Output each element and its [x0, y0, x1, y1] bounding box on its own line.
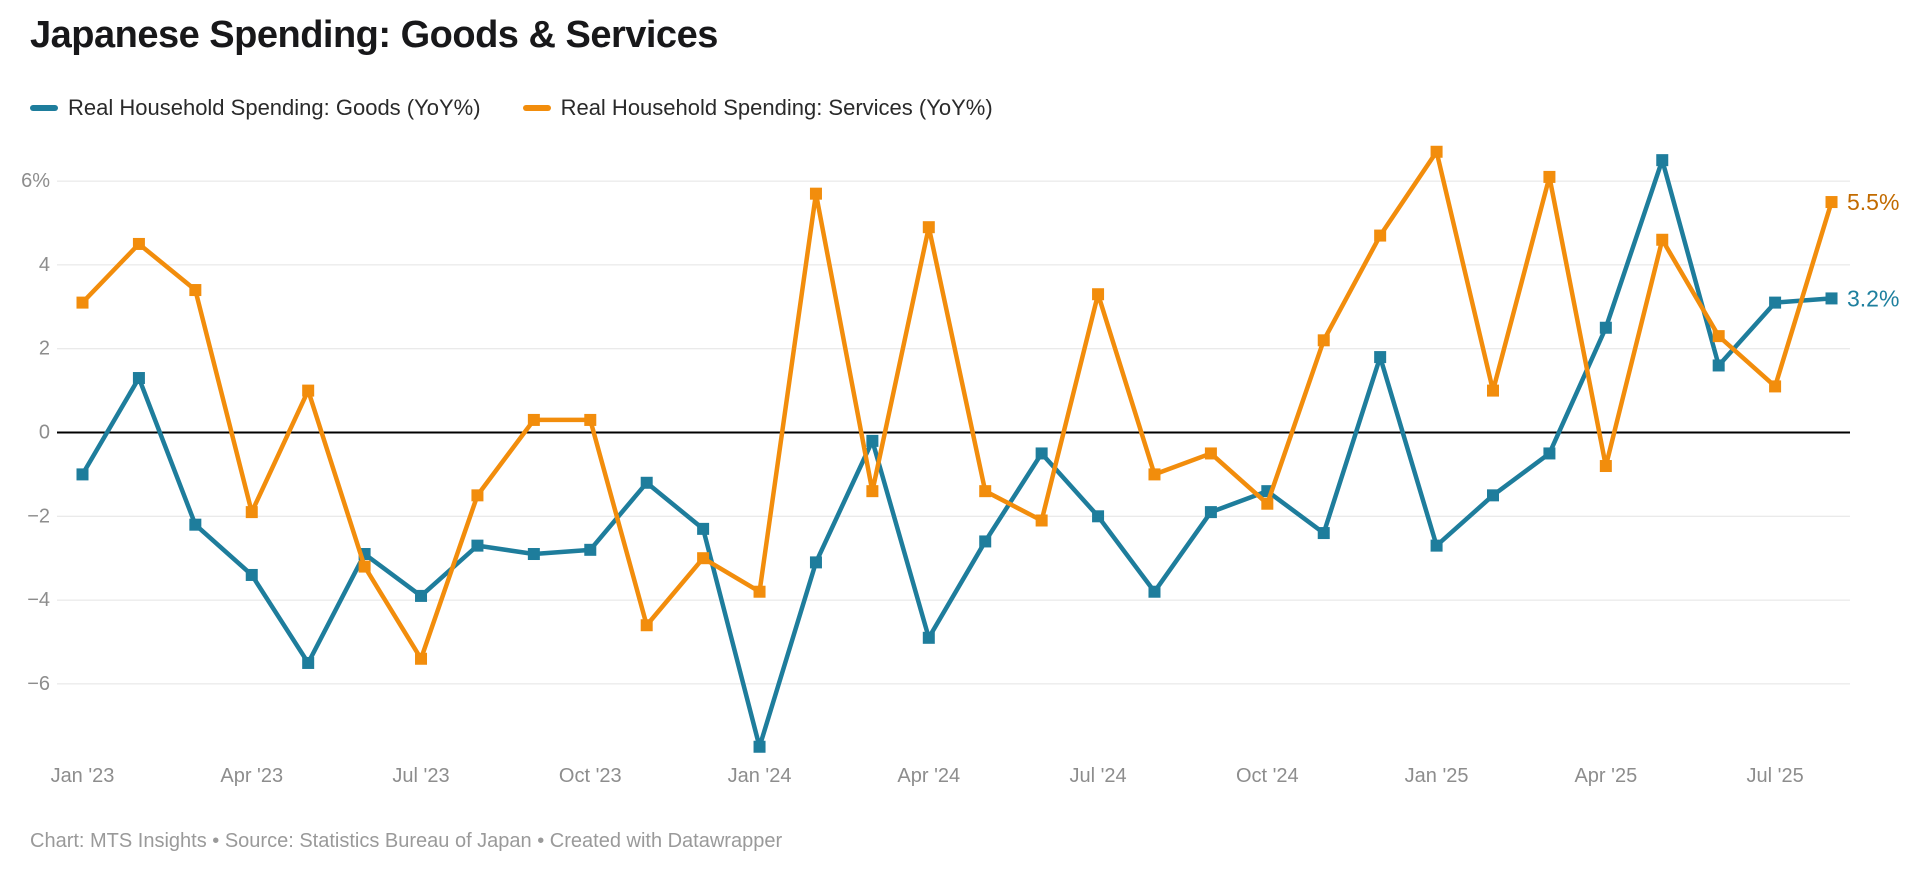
services-data-point-marker[interactable] — [76, 296, 89, 309]
services-data-point-marker[interactable] — [302, 384, 315, 397]
x-axis-tick-label: Jan '23 — [51, 765, 115, 787]
services-data-point-marker[interactable] — [527, 413, 540, 426]
services-data-point-marker[interactable] — [584, 413, 597, 426]
goods-series-line — [80, 157, 1834, 749]
chart-footer: Chart: MTS Insights • Source: Statistics… — [30, 830, 783, 852]
goods-data-point-marker[interactable] — [1035, 447, 1048, 460]
goods-data-point-marker[interactable] — [979, 535, 992, 548]
services-data-point-marker[interactable] — [1599, 460, 1612, 473]
goods-data-point-marker[interactable] — [1092, 510, 1105, 523]
goods-data-point-marker[interactable] — [1487, 489, 1499, 502]
services-data-point-marker[interactable] — [809, 187, 822, 200]
y-axis-tick-label: 4 — [39, 254, 50, 276]
goods-data-point-marker[interactable] — [1374, 351, 1387, 364]
goods-data-point-marker[interactable] — [1712, 359, 1725, 372]
goods-end-value-label: 3.2% — [1847, 285, 1899, 311]
x-axis-tick-label: Apr '23 — [220, 765, 283, 787]
goods-data-point-marker[interactable] — [1430, 539, 1443, 552]
services-data-point-marker[interactable] — [1769, 380, 1782, 393]
services-data-point-marker[interactable] — [1261, 497, 1274, 510]
x-axis-tick-label: Oct '24 — [1236, 765, 1299, 787]
y-axis-tick-label: −2 — [27, 505, 50, 527]
goods-data-point-marker[interactable] — [1599, 321, 1612, 334]
x-axis-tick-label: Jan '25 — [1405, 765, 1469, 787]
goods-data-point-marker[interactable] — [866, 434, 879, 447]
services-data-point-marker[interactable] — [1543, 170, 1556, 183]
services-data-point-marker[interactable] — [979, 485, 992, 498]
chart-title: Japanese Spending: Goods & Services — [30, 14, 718, 56]
goods-data-point-marker[interactable] — [809, 556, 822, 569]
services-data-point-marker[interactable] — [1374, 229, 1387, 242]
legend-item-services: Real Household Spending: Services (YoY%) — [522, 95, 993, 121]
goods-data-point-marker[interactable] — [1656, 154, 1669, 167]
services-data-point-marker[interactable] — [866, 485, 879, 498]
goods-data-point-marker[interactable] — [922, 631, 935, 644]
services-data-point-marker[interactable] — [1148, 468, 1161, 481]
goods-data-point-marker[interactable] — [1317, 527, 1330, 540]
y-axis-tick-label: 2 — [39, 338, 50, 360]
services-data-point-marker[interactable] — [1204, 447, 1217, 460]
goods-data-point-marker[interactable] — [132, 372, 145, 385]
goods-data-point-marker[interactable] — [1825, 292, 1838, 305]
services-data-point-marker[interactable] — [640, 619, 653, 632]
services-series-swatch-icon — [522, 105, 551, 111]
goods-data-point-marker[interactable] — [415, 589, 428, 602]
y-axis-tick-label: −6 — [27, 673, 50, 695]
services-data-point-marker[interactable] — [922, 221, 935, 234]
legend-label-services: Real Household Spending: Services (YoY%) — [560, 95, 993, 120]
goods-data-point-marker[interactable] — [584, 543, 597, 556]
goods-data-point-marker[interactable] — [189, 518, 202, 531]
services-data-point-marker[interactable] — [1035, 514, 1048, 527]
services-data-point-marker[interactable] — [1317, 334, 1330, 347]
x-axis-tick-label: Jul '24 — [1069, 765, 1126, 787]
services-data-point-marker[interactable] — [753, 585, 766, 598]
x-axis-tick-label: Jan '24 — [728, 765, 792, 787]
services-data-point-marker[interactable] — [697, 552, 710, 565]
goods-data-point-marker[interactable] — [1204, 506, 1217, 519]
services-data-point-marker[interactable] — [1430, 145, 1443, 158]
y-axis-tick-label: 0 — [39, 422, 50, 444]
services-data-point-marker[interactable] — [132, 237, 145, 250]
services-data-point-marker[interactable] — [358, 560, 371, 573]
services-data-point-marker[interactable] — [415, 652, 428, 665]
x-axis-tick-label: Apr '24 — [897, 765, 960, 787]
y-axis-tick-label: −4 — [27, 589, 50, 611]
services-end-value-label: 5.5% — [1847, 189, 1899, 215]
services-data-point-marker[interactable] — [1092, 288, 1105, 301]
goods-data-point-marker[interactable] — [302, 656, 315, 669]
goods-series-swatch-icon — [30, 105, 58, 111]
y-axis-tick-label: 6% — [21, 170, 50, 192]
services-data-point-marker[interactable] — [1487, 384, 1499, 397]
services-series-line — [80, 149, 1834, 662]
goods-data-point-marker[interactable] — [1543, 447, 1556, 460]
legend-item-goods: Real Household Spending: Goods (YoY%) — [30, 95, 481, 121]
services-data-point-marker[interactable] — [1825, 196, 1838, 209]
services-data-point-marker[interactable] — [189, 284, 202, 297]
goods-data-point-marker[interactable] — [640, 476, 653, 489]
goods-data-point-marker[interactable] — [245, 568, 258, 581]
x-axis-tick-label: Apr '25 — [1574, 765, 1637, 787]
services-data-point-marker[interactable] — [471, 489, 484, 502]
goods-data-point-marker[interactable] — [753, 740, 766, 753]
goods-data-point-marker[interactable] — [1769, 296, 1782, 309]
goods-data-point-marker[interactable] — [1148, 585, 1161, 598]
legend: Real Household Spending: Goods (YoY%) Re… — [30, 95, 993, 121]
goods-data-point-marker[interactable] — [471, 539, 484, 552]
goods-data-point-marker[interactable] — [76, 468, 89, 481]
goods-data-point-marker[interactable] — [697, 522, 710, 535]
legend-label-goods: Real Household Spending: Goods (YoY%) — [68, 95, 481, 120]
x-axis-tick-label: Oct '23 — [559, 765, 622, 787]
goods-data-point-marker[interactable] — [527, 548, 540, 561]
x-axis-tick-label: Jul '25 — [1747, 765, 1804, 787]
services-data-point-marker[interactable] — [1712, 330, 1725, 343]
services-data-point-marker[interactable] — [1656, 233, 1669, 246]
services-data-point-marker[interactable] — [245, 506, 258, 519]
x-axis-tick-label: Jul '23 — [392, 765, 449, 787]
